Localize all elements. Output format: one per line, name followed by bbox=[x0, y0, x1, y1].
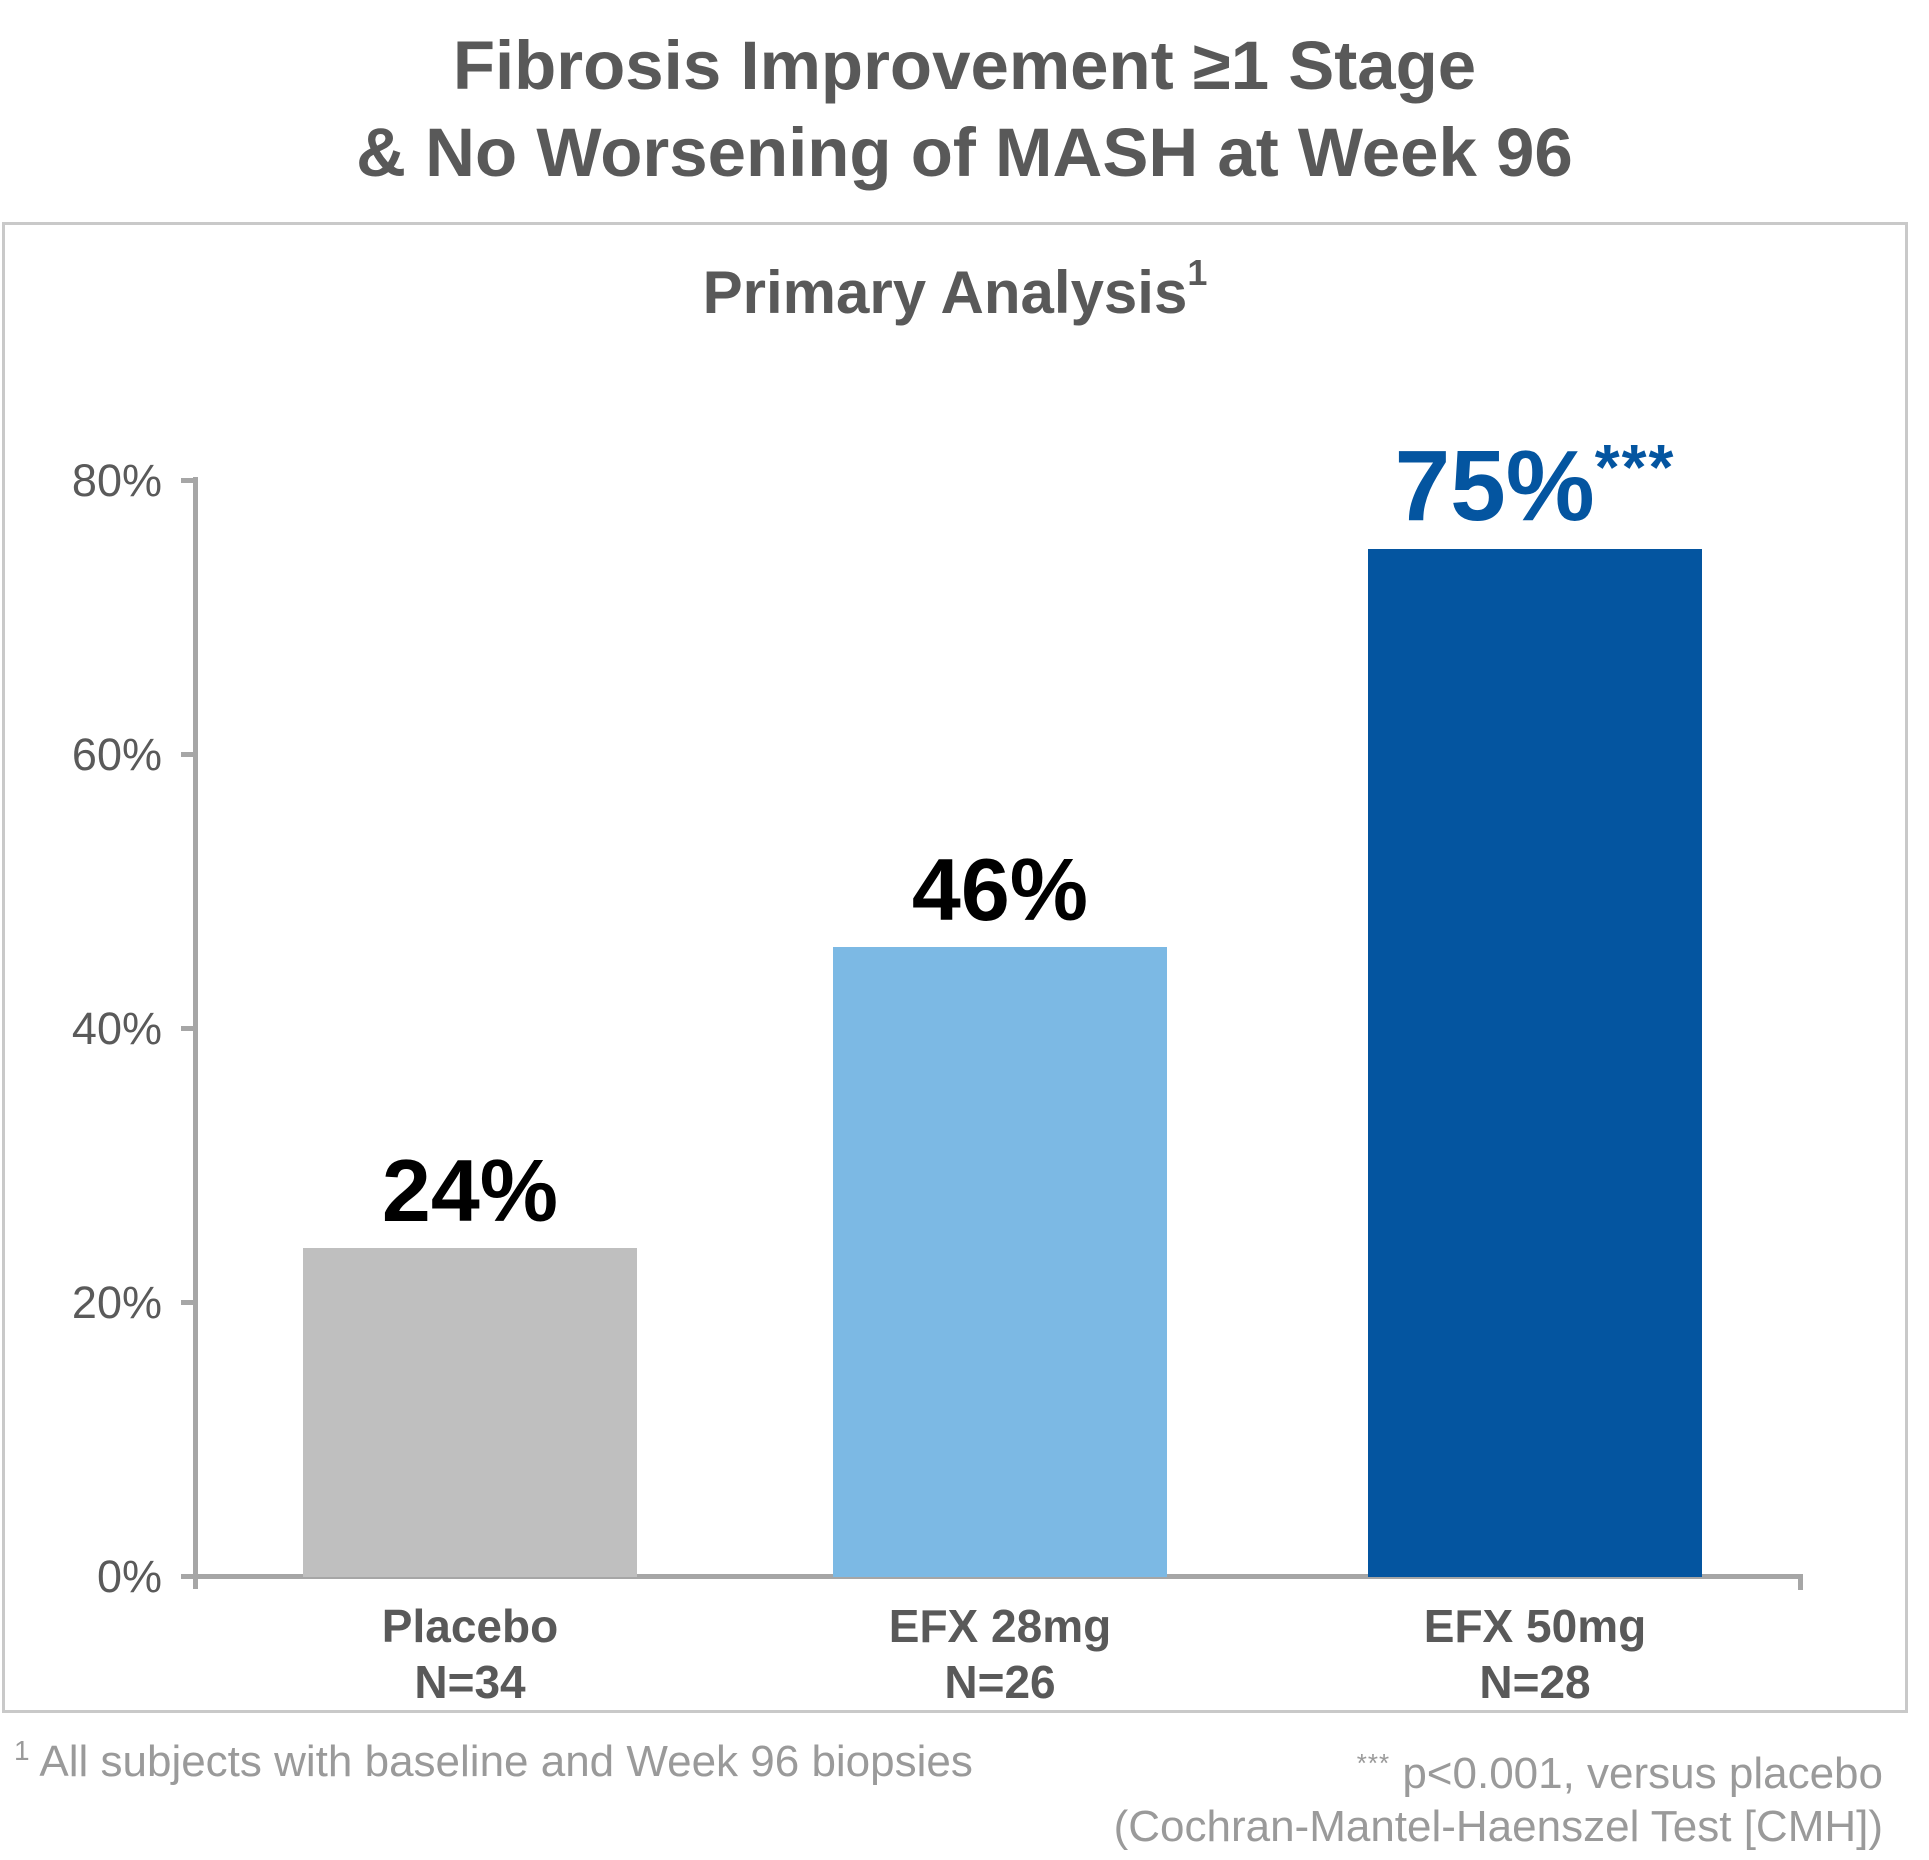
y-axis-tick bbox=[181, 478, 197, 483]
category-n: N=28 bbox=[1479, 1656, 1591, 1708]
y-axis-tick bbox=[181, 1300, 197, 1305]
chart-title: Fibrosis Improvement ≥1 Stage & No Worse… bbox=[0, 22, 1929, 196]
value-text: 24% bbox=[381, 1141, 559, 1241]
category-name: Placebo bbox=[381, 1600, 559, 1652]
bar-placebo bbox=[303, 1248, 637, 1577]
y-axis-tick bbox=[181, 1026, 197, 1031]
footnote-left-marker: 1 bbox=[14, 1735, 30, 1766]
chart-subtitle-text: Primary Analysis bbox=[702, 259, 1188, 326]
value-text: 46% bbox=[911, 840, 1089, 940]
y-axis-tick-label: 40% bbox=[71, 1003, 162, 1054]
y-axis-line bbox=[193, 477, 198, 1589]
bar-efx-28mg bbox=[833, 947, 1167, 1577]
y-axis-tick-label: 0% bbox=[96, 1551, 162, 1602]
value-text: 75% bbox=[1394, 430, 1595, 542]
y-axis-tick bbox=[181, 1574, 197, 1579]
x-axis-label-placebo: Placebo N=34 bbox=[203, 1598, 737, 1710]
chart-title-line-1: Fibrosis Improvement ≥1 Stage bbox=[452, 27, 1477, 104]
y-axis-tick-label: 60% bbox=[71, 729, 162, 780]
x-axis-label-efx-28mg: EFX 28mg N=26 bbox=[733, 1598, 1267, 1710]
footnote-left: 1 All subjects with baseline and Week 96… bbox=[14, 1735, 973, 1787]
footnote-right: *** p<0.001, versus placebo (Cochran-Man… bbox=[683, 1737, 1883, 1853]
significance-stars: *** bbox=[1594, 431, 1676, 504]
x-axis-label-efx-50mg: EFX 50mg N=28 bbox=[1268, 1598, 1802, 1710]
bar-efx-50mg bbox=[1368, 549, 1702, 1577]
category-n: N=34 bbox=[414, 1656, 526, 1708]
y-axis-tick bbox=[181, 752, 197, 757]
footnote-right-text: p<0.001, versus placebo bbox=[1402, 1749, 1883, 1798]
value-label-efx-50mg: 75%*** bbox=[1235, 435, 1835, 537]
x-axis-end-tick bbox=[1798, 1574, 1803, 1590]
footnote-right-line-1: *** p<0.001, versus placebo bbox=[683, 1737, 1883, 1800]
chart-title-line-2: & No Worsening of MASH at Week 96 bbox=[356, 114, 1573, 191]
y-axis-tick-label: 20% bbox=[71, 1277, 162, 1328]
value-label-efx-28mg: 46% bbox=[700, 845, 1300, 935]
footnote-left-text: All subjects with baseline and Week 96 b… bbox=[39, 1737, 973, 1786]
category-name: EFX 50mg bbox=[1423, 1600, 1647, 1652]
category-n: N=26 bbox=[944, 1656, 1056, 1708]
value-label-placebo: 24% bbox=[170, 1146, 770, 1236]
category-name: EFX 28mg bbox=[888, 1600, 1112, 1652]
chart-subtitle: Primary Analysis1 bbox=[2, 252, 1908, 327]
footnote-right-marker: *** bbox=[1356, 1748, 1391, 1778]
chart-subtitle-footnote-marker: 1 bbox=[1187, 252, 1208, 293]
y-axis-tick-label: 80% bbox=[71, 455, 162, 506]
footnote-right-line-2: (Cochran-Mantel-Haenszel Test [CMH]) bbox=[1113, 1802, 1883, 1851]
